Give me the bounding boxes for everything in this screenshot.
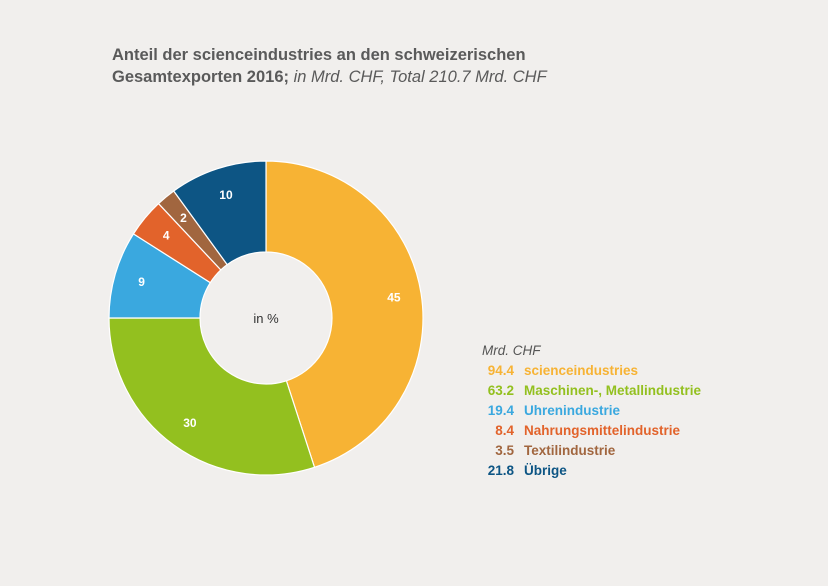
legend-value-3: 8.4 [495,423,514,438]
legend-rows: 94.4 scienceindustries 63.2 Maschinen-, Met… [482,361,701,481]
legend-label-5: Übrige [524,463,567,478]
legend-item-3: 8.4 Nahrungsmittelindustrie [482,421,701,441]
legend-label-2: Uhrenindustrie [524,403,621,418]
donut-slice-1 [108,317,316,476]
legend-item-1: 63.2 Maschinen-, Metallindustrie [482,381,701,401]
legend-label-1: Maschinen-, Metallindustrie [524,383,702,398]
donut-slice-5 [172,160,267,266]
chart-title: Anteil der scienceindustries an den schw… [112,46,526,64]
legend-item-5: 21.8 Übrige [482,461,701,481]
legend-value-5: 21.8 [487,463,514,478]
legend-item-0: 94.4 scienceindustries [482,361,701,381]
legend-header: Mrd. CHF [482,343,541,358]
donut-center-label: in % [253,311,279,326]
donut-slice-label-4: 2 [180,211,187,225]
chart-subtitle: in Mrd. CHF, Total 210.7 Mrd. CHF [293,68,547,86]
legend: Mrd. CHF 94.4 scienceindustries 63.2 Maschi… [482,341,701,481]
donut-slice-label-5: 10 [219,188,233,202]
legend-value-0: 94.4 [487,363,514,378]
chart-title-block: Anteil der scienceindustries an den schw… [112,44,547,88]
legend-label-3: Nahrungsmittelindustrie [524,423,681,438]
donut-slice-label-0: 45 [387,291,401,305]
legend-label-4: Textilindustrie [524,443,616,458]
donut-slices [108,160,424,476]
legend-value-1: 63.2 [487,383,514,398]
legend-value-4: 3.5 [495,443,514,458]
legend-label-0: scienceindustries [524,363,639,378]
donut-slice-label-2: 9 [138,275,145,289]
donut-slice-label-3: 4 [163,228,170,242]
legend-item-2: 19.4 Uhrenindustrie [482,401,701,421]
donut-slice-labels: 45 30 9 42 10 [138,188,401,430]
legend-value-2: 19.4 [487,403,514,418]
chart-title-line2: Gesamtexporten 2016; in Mrd. CHF, Total … [112,66,547,88]
legend-item-4: 3.5 Textilindustrie [482,441,701,461]
chart-title-part2: Gesamtexporten 2016; [112,68,289,86]
donut-slice-0 [265,160,424,469]
donut-slice-label-1: 30 [183,416,197,430]
